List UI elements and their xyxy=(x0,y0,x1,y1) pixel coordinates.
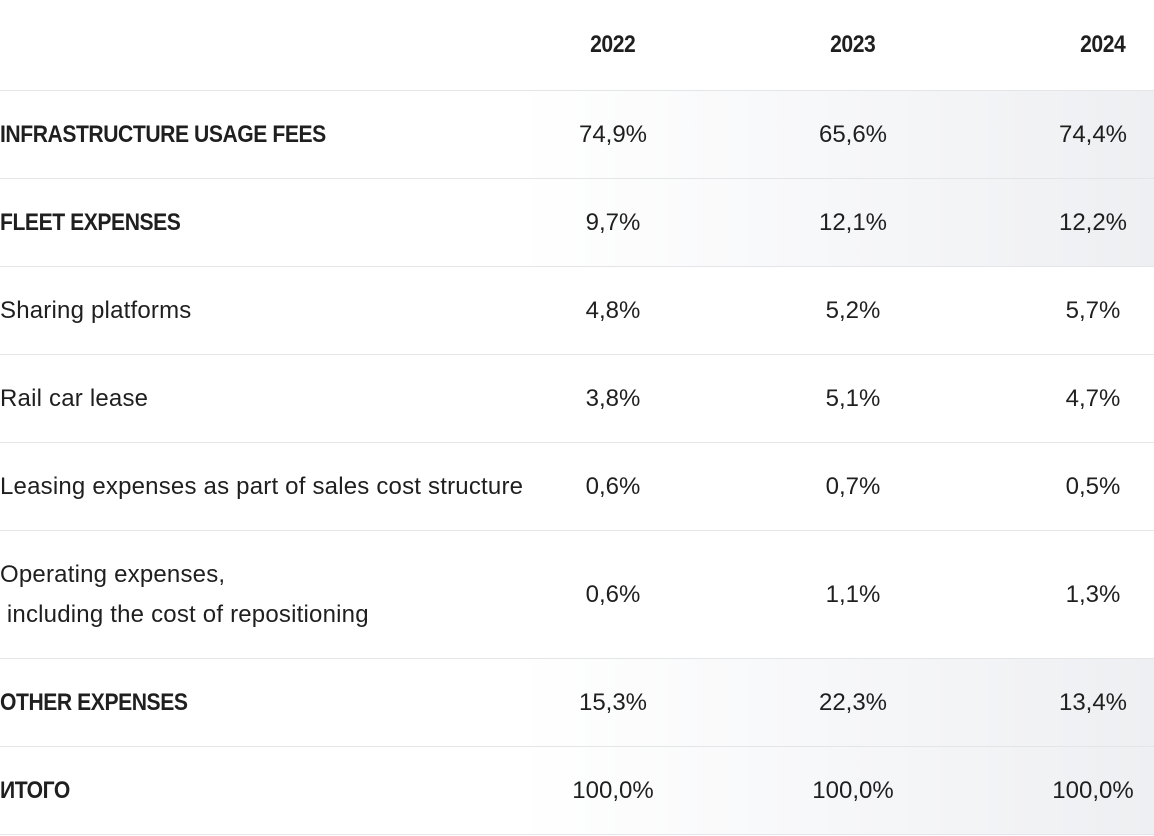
row-value-2022: 3,8% xyxy=(585,384,641,412)
row-value-2022: 4,8% xyxy=(585,296,641,324)
row-value-2022: 15,3% xyxy=(578,688,648,716)
row-value-2024: 12,2% xyxy=(1058,208,1128,236)
row-value-2022: 74,9% xyxy=(578,120,648,148)
row-value-2024: 0,5% xyxy=(1065,472,1121,500)
row-value-2022: 0,6% xyxy=(585,580,641,608)
row-value-2023: 5,2% xyxy=(825,296,881,324)
table-row: Rail car lease 3,8% 5,1% 4,7% xyxy=(0,355,1154,443)
row-label: Rail car lease xyxy=(0,384,149,412)
row-value-2022: 9,7% xyxy=(585,208,641,236)
total-value-2022: 100,0% xyxy=(572,776,654,804)
table-row: INFRASTRUCTURE USAGE FEES 74,9% 65,6% 74… xyxy=(0,91,1154,179)
row-label: Operating expenses, including the cost o… xyxy=(0,555,560,635)
table-header-row: 2022 2023 2024 xyxy=(0,0,1154,91)
row-label: Leasing expenses as part of sales cost s… xyxy=(0,472,524,500)
row-label: INFRASTRUCTURE USAGE FEES xyxy=(0,120,326,148)
row-label-line-2: including the cost of repositioning xyxy=(0,600,369,628)
header-label-cell xyxy=(0,45,560,46)
row-value-2023: 0,7% xyxy=(825,472,881,500)
total-label: ИТОГО xyxy=(0,776,70,804)
table-row: Sharing platforms 4,8% 5,2% 5,7% xyxy=(0,267,1154,355)
column-header-2024: 2024 xyxy=(1080,31,1126,58)
row-value-2024: 4,7% xyxy=(1065,384,1121,412)
row-value-2023: 1,1% xyxy=(825,580,881,608)
table-row: FLEET EXPENSES 9,7% 12,1% 12,2% xyxy=(0,179,1154,267)
row-value-2024: 1,3% xyxy=(1065,580,1121,608)
table-row: OTHER EXPENSES 15,3% 22,3% 13,4% xyxy=(0,659,1154,747)
table-total-row: ИТОГО 100,0% 100,0% 100,0% xyxy=(0,747,1154,835)
row-value-2023: 22,3% xyxy=(818,688,888,716)
row-value-2022: 0,6% xyxy=(585,472,641,500)
row-label: OTHER EXPENSES xyxy=(0,688,188,716)
table-row: Operating expenses, including the cost o… xyxy=(0,531,1154,659)
row-value-2023: 5,1% xyxy=(825,384,881,412)
column-header-2022: 2022 xyxy=(590,31,636,58)
row-label: FLEET EXPENSES xyxy=(0,208,181,236)
row-value-2024: 5,7% xyxy=(1065,296,1121,324)
row-value-2024: 74,4% xyxy=(1058,120,1128,148)
column-header-2023: 2023 xyxy=(830,31,876,58)
total-value-2023: 100,0% xyxy=(812,776,894,804)
table-row: Leasing expenses as part of sales cost s… xyxy=(0,443,1154,531)
row-value-2024: 13,4% xyxy=(1058,688,1128,716)
row-value-2023: 65,6% xyxy=(818,120,888,148)
total-value-2024: 100,0% xyxy=(1052,776,1134,804)
row-label: Sharing platforms xyxy=(0,296,192,324)
row-value-2023: 12,1% xyxy=(818,208,888,236)
row-label-line-1: Operating expenses, xyxy=(0,560,226,588)
